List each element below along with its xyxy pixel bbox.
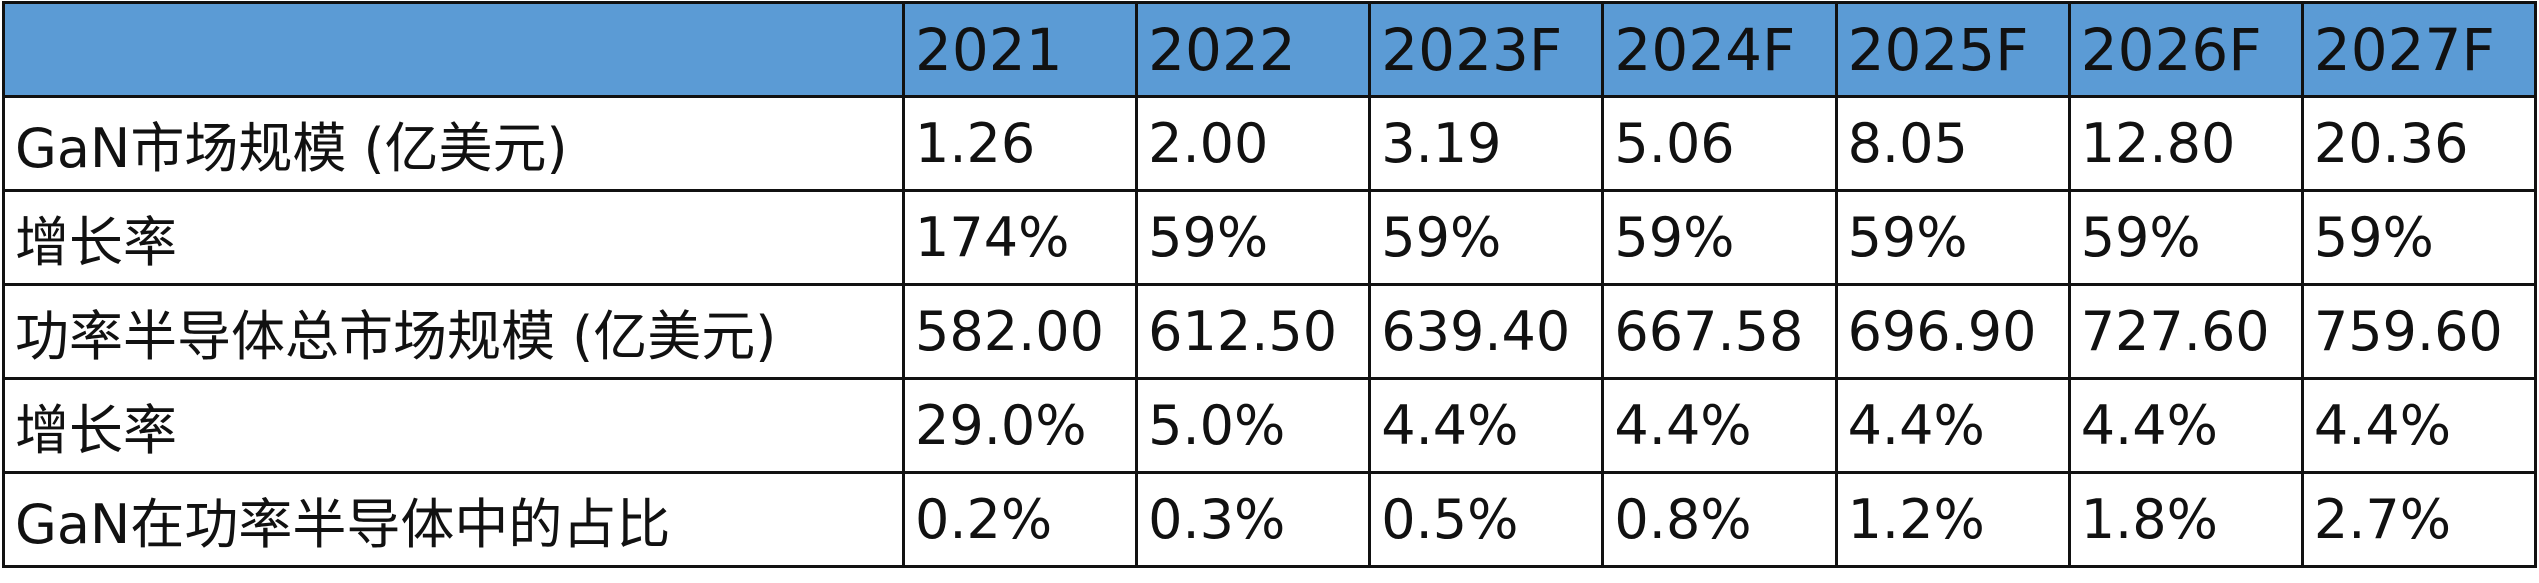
table-row: 功率半导体总市场规模 (亿美元) 582.00 612.50 639.40 667.58…: [2, 283, 2538, 380]
cell: 759.60: [2300, 283, 2538, 380]
cell: 0.8%: [1601, 471, 1838, 568]
cell: 59%: [1601, 189, 1838, 286]
table-row: 增长率 174% 59% 59% 59% 59% 59% 59%: [2, 189, 2538, 286]
table-row: GaN市场规模 (亿美元) 1.26 2.00 3.19 5.06 8.05 12.80 20…: [2, 95, 2538, 192]
cell: 727.60: [2067, 283, 2304, 380]
cell: 639.40: [1368, 283, 1605, 380]
header-cell: 2023F: [1368, 1, 1605, 98]
cell: 612.50: [1135, 283, 1372, 380]
data-table: 2021 2022 2023F 2024F 2025F 2026F 2027F GaN市场规…: [2, 1, 2538, 568]
row-label: 增长率: [2, 189, 905, 286]
cell: 174%: [901, 189, 1139, 286]
header-cell: 2022: [1135, 1, 1372, 98]
cell: 696.90: [1834, 283, 2071, 380]
corner-cell: [2, 1, 905, 98]
cell: 4.4%: [1368, 377, 1605, 474]
cell: 5.06: [1601, 95, 1838, 192]
header-cell: 2025F: [1834, 1, 2071, 98]
cell: 20.36: [2300, 95, 2538, 192]
cell: 0.2%: [901, 471, 1139, 568]
cell: 8.05: [1834, 95, 2071, 192]
cell: 2.00: [1135, 95, 1372, 192]
cell: 1.2%: [1834, 471, 2071, 568]
cell: 4.4%: [1601, 377, 1838, 474]
cell: 4.4%: [1834, 377, 2071, 474]
cell: 5.0%: [1135, 377, 1372, 474]
row-label: GaN市场规模 (亿美元): [2, 95, 905, 192]
cell: 667.58: [1601, 283, 1838, 380]
cell: 4.4%: [2300, 377, 2538, 474]
cell: 1.8%: [2067, 471, 2304, 568]
header-cell: 2026F: [2067, 1, 2304, 98]
cell: 0.5%: [1368, 471, 1605, 568]
header-cell: 2021: [901, 1, 1139, 98]
cell: 0.3%: [1135, 471, 1372, 568]
cell: 59%: [2300, 189, 2538, 286]
header-row: 2021 2022 2023F 2024F 2025F 2026F 2027F: [2, 1, 2538, 98]
table-body: GaN市场规模 (亿美元) 1.26 2.00 3.19 5.06 8.05 12.80 20…: [2, 95, 2538, 568]
cell: 2.7%: [2300, 471, 2538, 568]
row-label: 增长率: [2, 377, 905, 474]
header-cell: 2024F: [1601, 1, 1838, 98]
header-cell: 2027F: [2300, 1, 2538, 98]
cell: 29.0%: [901, 377, 1139, 474]
row-label: 功率半导体总市场规模 (亿美元): [2, 283, 905, 380]
table-row: GaN在功率半导体中的占比 0.2% 0.3% 0.5% 0.8% 1.2% 1.8% 2.7…: [2, 471, 2538, 568]
row-label: GaN在功率半导体中的占比: [2, 471, 905, 568]
cell: 3.19: [1368, 95, 1605, 192]
cell: 1.26: [901, 95, 1139, 192]
cell: 59%: [2067, 189, 2304, 286]
cell: 4.4%: [2067, 377, 2304, 474]
cell: 59%: [1135, 189, 1372, 286]
cell: 12.80: [2067, 95, 2304, 192]
cell: 59%: [1834, 189, 2071, 286]
table-row: 增长率 29.0% 5.0% 4.4% 4.4% 4.4% 4.4% 4.4%: [2, 377, 2538, 474]
cell: 582.00: [901, 283, 1139, 380]
cell: 59%: [1368, 189, 1605, 286]
